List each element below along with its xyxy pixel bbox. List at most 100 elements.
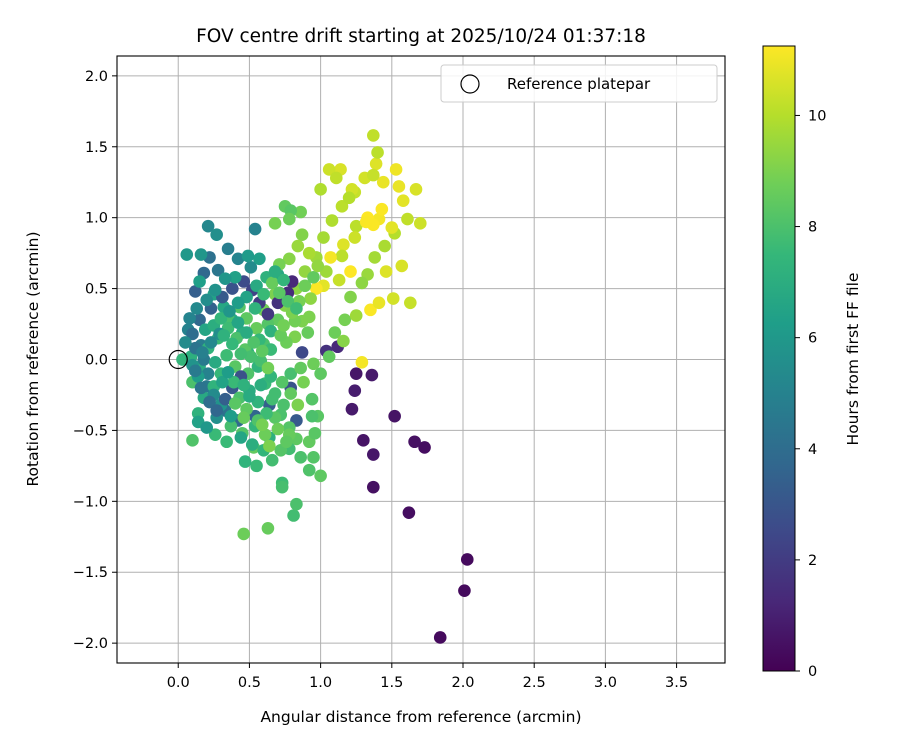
colorbar-tick-label: 10 bbox=[808, 108, 826, 124]
scatter-point bbox=[189, 285, 202, 298]
scatter-point bbox=[277, 319, 290, 332]
scatter-point bbox=[324, 251, 337, 264]
scatter-point bbox=[301, 326, 315, 339]
scatter-point bbox=[366, 168, 380, 182]
scatter-point bbox=[392, 180, 406, 193]
scatter-point bbox=[221, 242, 235, 256]
scatter-point bbox=[332, 273, 346, 287]
colorbar-bar bbox=[762, 45, 796, 672]
scatter-point bbox=[180, 248, 194, 261]
scatter-point bbox=[349, 309, 363, 322]
scatter-point bbox=[228, 270, 242, 284]
scatter-point bbox=[226, 282, 239, 295]
scatter-point bbox=[291, 239, 305, 253]
scatter-point bbox=[376, 175, 390, 189]
scatter-point bbox=[305, 392, 319, 406]
scatter-point bbox=[338, 313, 352, 327]
scatter-point bbox=[368, 251, 382, 264]
scatter-point bbox=[395, 259, 409, 273]
scatter-point bbox=[287, 509, 300, 522]
scatter-point bbox=[245, 438, 259, 451]
scatter-point bbox=[268, 265, 282, 278]
scatter-point bbox=[295, 228, 309, 241]
x-tick-label: 2.5 bbox=[523, 675, 546, 691]
scatter-point bbox=[190, 302, 204, 315]
scatter-point bbox=[375, 202, 389, 216]
scatter-point bbox=[220, 435, 233, 449]
scatter-point bbox=[196, 346, 209, 359]
scatter-point bbox=[218, 272, 232, 285]
scatter-point bbox=[359, 215, 373, 229]
scatter-point bbox=[298, 279, 312, 293]
scatter-point bbox=[396, 194, 410, 207]
colorbar-ticks: 0 2 4 6 8 10 bbox=[795, 108, 826, 680]
scatter-point bbox=[271, 422, 285, 436]
scatter-point bbox=[355, 276, 369, 290]
scatter-point bbox=[244, 350, 258, 363]
scatter-point bbox=[418, 441, 431, 454]
scatter-point bbox=[261, 307, 275, 321]
scatter-point bbox=[203, 395, 216, 409]
scatter-point bbox=[357, 434, 370, 447]
x-tick-label: 1.0 bbox=[309, 675, 332, 691]
scatter-point bbox=[345, 402, 359, 416]
y-tick-label: 0.5 bbox=[85, 282, 108, 298]
scatter-point bbox=[307, 451, 320, 464]
scatter-point bbox=[241, 249, 255, 263]
scatter-point bbox=[322, 163, 336, 176]
y-tick-label: −0.5 bbox=[73, 423, 108, 439]
scatter-point bbox=[275, 480, 289, 494]
scatter-point bbox=[295, 346, 309, 359]
scatter-point bbox=[250, 279, 263, 293]
scatter-point bbox=[179, 336, 192, 349]
scatter-point bbox=[234, 347, 248, 361]
scatter-point bbox=[277, 398, 290, 412]
scatter-point bbox=[200, 293, 214, 307]
scatter-point bbox=[310, 282, 323, 295]
data-points bbox=[176, 129, 474, 644]
scatter-point bbox=[335, 249, 349, 263]
scatter-point bbox=[194, 381, 208, 395]
scatter-point bbox=[240, 326, 253, 339]
scatter-point bbox=[389, 163, 403, 176]
scatter-point bbox=[224, 419, 238, 433]
scatter-point bbox=[365, 368, 379, 382]
scatter-point bbox=[344, 265, 357, 278]
scatter-point bbox=[218, 392, 232, 406]
colorbar-tick-label: 8 bbox=[808, 220, 817, 236]
scatter-point bbox=[254, 378, 268, 392]
scatter-point bbox=[402, 506, 416, 519]
x-tick-label: 0.0 bbox=[167, 675, 190, 691]
scatter-point bbox=[314, 469, 327, 483]
scatter-point bbox=[294, 361, 307, 375]
scatter-point bbox=[413, 217, 427, 230]
scatter-point bbox=[282, 212, 296, 226]
scatter-point bbox=[208, 428, 222, 441]
scatter-point bbox=[408, 435, 421, 449]
legend: Reference platepar bbox=[440, 64, 718, 103]
scatter-point bbox=[308, 426, 322, 440]
x-tick-label: 3.0 bbox=[594, 675, 617, 691]
scatter-point bbox=[261, 361, 275, 375]
legend-box bbox=[440, 64, 718, 103]
scatter-point bbox=[260, 407, 273, 420]
scatter-point bbox=[329, 171, 343, 185]
scatter-point bbox=[302, 246, 316, 260]
scatter-point bbox=[200, 421, 214, 434]
scatter-point bbox=[255, 418, 269, 432]
scatter-point bbox=[193, 275, 206, 288]
scatter-point bbox=[210, 404, 223, 417]
scatter-point bbox=[208, 283, 222, 297]
scatter-point bbox=[247, 336, 260, 349]
scatter-point bbox=[348, 231, 362, 244]
y-tick-label: 1.0 bbox=[85, 211, 108, 227]
colorbar-tick-label: 6 bbox=[808, 331, 817, 347]
scatter-point bbox=[221, 365, 235, 379]
scatter-point bbox=[322, 350, 336, 363]
y-tick-label: −1.5 bbox=[73, 565, 108, 581]
scatter-point bbox=[271, 296, 285, 310]
scatter-point bbox=[264, 324, 278, 338]
scatter-point bbox=[311, 259, 325, 273]
scatter-point bbox=[349, 367, 363, 380]
scatter-point bbox=[275, 375, 289, 389]
